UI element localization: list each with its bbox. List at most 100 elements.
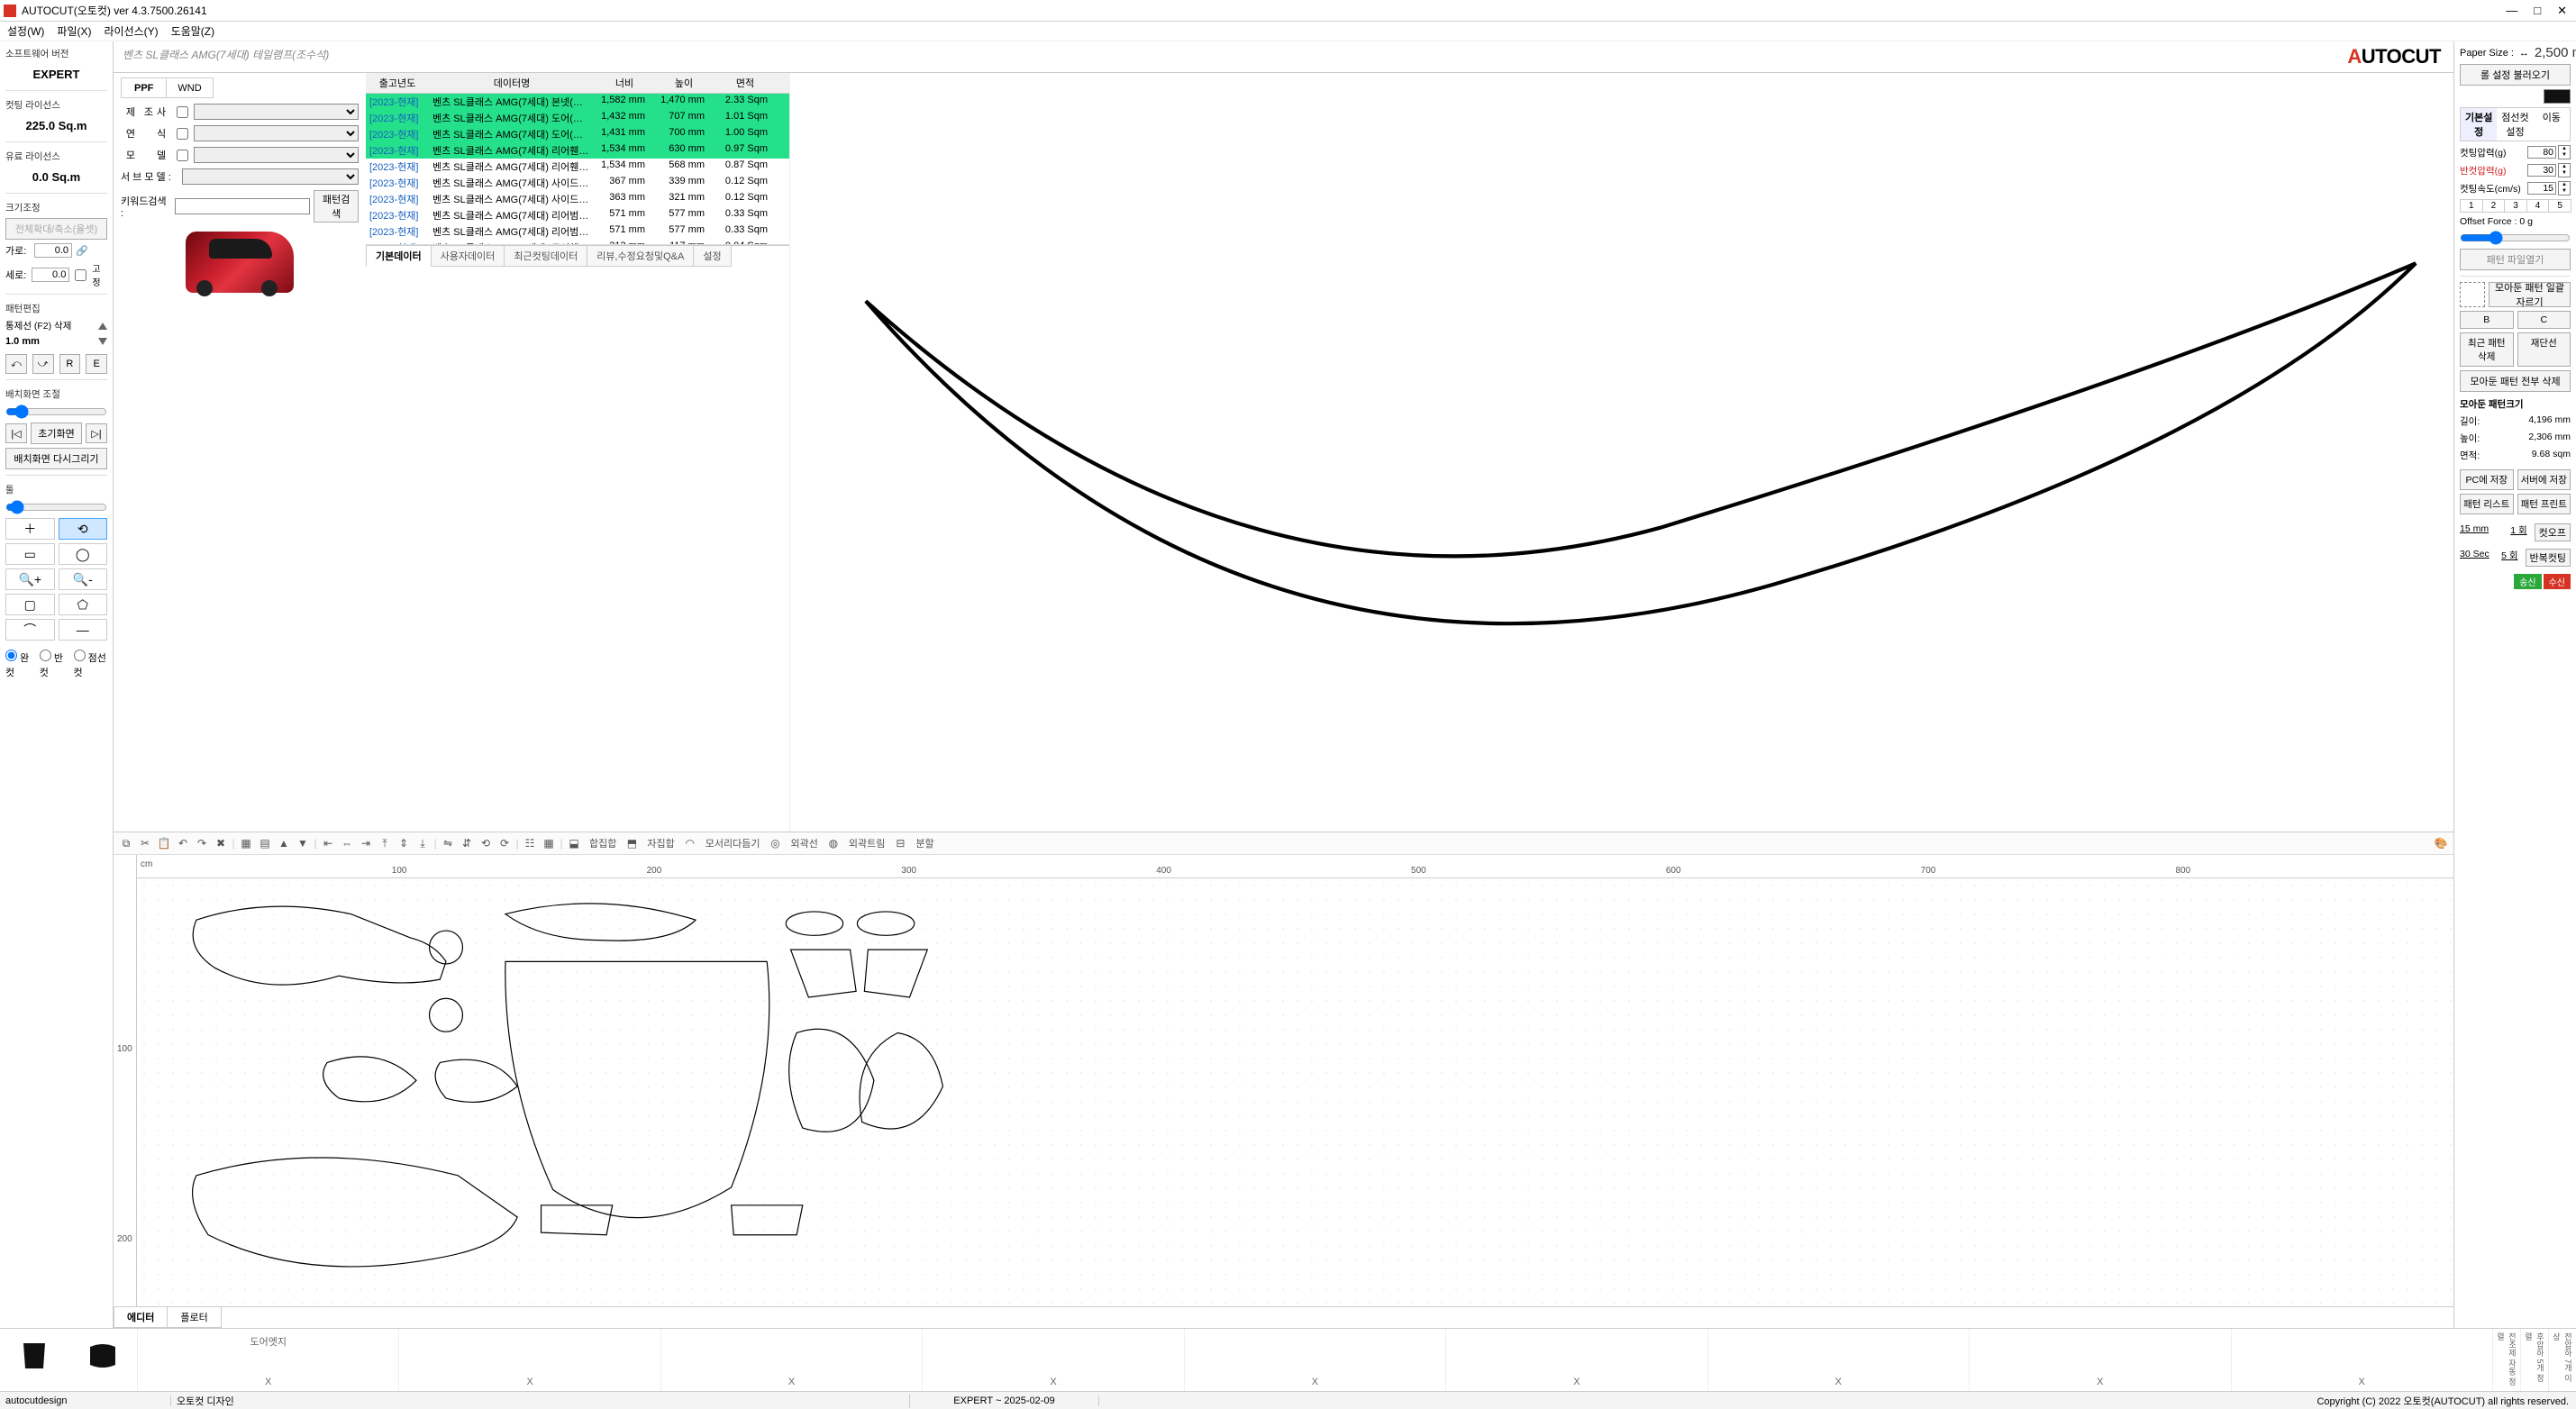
repeat-cut-button[interactable]: 반복컷팅 bbox=[2526, 549, 2571, 567]
delete-all-button[interactable]: 모아둔 패턴 전부 삭제 bbox=[2460, 370, 2571, 392]
tb-round-icon[interactable]: ◠ bbox=[681, 834, 699, 852]
tool-zoom-out[interactable]: 🔍- bbox=[59, 568, 108, 590]
server-save-button[interactable]: 서버에 저장 bbox=[2517, 469, 2571, 490]
cut-dot-radio[interactable]: 점선컷 bbox=[74, 650, 107, 679]
tb-alignb-icon[interactable]: ⤓ bbox=[414, 834, 432, 852]
pattern-list-button[interactable]: 패턴 리스트 bbox=[2460, 494, 2514, 514]
mm15-link[interactable]: 15 mm bbox=[2460, 523, 2510, 541]
tab-basic-setting[interactable]: 기본설정 bbox=[2461, 108, 2497, 141]
tb-alignl-icon[interactable]: ⇤ bbox=[319, 834, 337, 852]
tab-dot-setting[interactable]: 점선컷설정 bbox=[2497, 108, 2533, 141]
submodel-select[interactable] bbox=[182, 168, 359, 185]
tb-outline-label[interactable]: 외곽선 bbox=[785, 834, 823, 852]
tool-line[interactable]: ― bbox=[59, 619, 108, 641]
cut-full-radio[interactable]: 완 컷 bbox=[5, 650, 34, 679]
tb-cut-label[interactable]: 자집합 bbox=[642, 834, 679, 852]
bc-c-button[interactable]: C bbox=[2517, 311, 2571, 329]
tab-move-setting[interactable]: 이동 bbox=[2534, 108, 2570, 141]
tab-wnd[interactable]: WND bbox=[167, 77, 213, 98]
cut-speed-input[interactable] bbox=[2527, 182, 2556, 195]
tool-polygon[interactable]: ⬠ bbox=[59, 594, 108, 615]
menu-help[interactable]: 도움말(Z) bbox=[171, 23, 214, 39]
cut-half-radio[interactable]: 반 컷 bbox=[40, 650, 68, 679]
menu-settings[interactable]: 설정(W) bbox=[7, 23, 44, 39]
preset-1[interactable]: 1 bbox=[2460, 199, 2483, 213]
prev-view-button[interactable]: |◁ bbox=[5, 423, 27, 443]
maximize-button[interactable]: □ bbox=[2534, 4, 2541, 18]
r-button[interactable]: R bbox=[59, 354, 81, 374]
line-down-button[interactable] bbox=[98, 338, 107, 345]
preset-5[interactable]: 5 bbox=[2548, 199, 2571, 213]
tb-alignr-icon[interactable]: ⇥ bbox=[357, 834, 375, 852]
next-view-button[interactable]: ▷| bbox=[86, 423, 107, 443]
table-row[interactable]: [2023-현재]벤츠 SL클래스 AMG(7세대) 도어(조수석)1,432 … bbox=[366, 110, 789, 126]
tb-rotr-icon[interactable]: ⟳ bbox=[496, 834, 514, 852]
tb-outline2-icon[interactable]: ◍ bbox=[824, 834, 842, 852]
width-input[interactable] bbox=[34, 243, 72, 258]
preset-3[interactable]: 3 bbox=[2504, 199, 2527, 213]
table-row[interactable]: [2023-현재]벤츠 SL클래스 AMG(7세대) 리어휀다(운전석)1,53… bbox=[366, 159, 789, 175]
tb-round-label[interactable]: 모서리다듬기 bbox=[700, 834, 766, 852]
table-row[interactable]: [2023-현재]벤츠 SL클래스 AMG(7세대) 본넷(분할)1,582 m… bbox=[366, 94, 789, 110]
preset-4[interactable]: 4 bbox=[2526, 199, 2550, 213]
fix-checkbox[interactable] bbox=[75, 269, 86, 281]
tb-back-icon[interactable]: ▼ bbox=[294, 834, 312, 852]
undo-button[interactable]: ⤺ bbox=[5, 354, 27, 374]
tb-dist-icon[interactable]: ☷ bbox=[521, 834, 539, 852]
tool-roundrect[interactable]: ▢ bbox=[5, 594, 55, 615]
tb-split-icon[interactable]: ⊟ bbox=[891, 834, 909, 852]
tool-arc[interactable]: ⌒ bbox=[5, 619, 55, 641]
height-input[interactable] bbox=[32, 268, 69, 282]
tab-recent-cut[interactable]: 최근컷팅데이터 bbox=[504, 246, 587, 267]
tab-basic-data[interactable]: 기본데이터 bbox=[366, 246, 432, 267]
tab-user-data[interactable]: 사용자데이터 bbox=[431, 246, 505, 267]
tool-rect[interactable]: ▭ bbox=[5, 543, 55, 565]
arrange-slider[interactable] bbox=[5, 405, 107, 419]
year-select[interactable] bbox=[194, 125, 359, 141]
tb-palette-icon[interactable]: 🎨 bbox=[2432, 834, 2450, 852]
half-pressure-input[interactable] bbox=[2527, 164, 2556, 177]
init-view-button[interactable]: 초기화면 bbox=[31, 423, 82, 444]
tab-config[interactable]: 설정 bbox=[693, 246, 731, 267]
redo-button[interactable]: ⤻ bbox=[32, 354, 54, 374]
table-row[interactable]: [2023-현재]벤츠 SL클래스 AMG(7세대) 사이드미러(조수석)367… bbox=[366, 175, 789, 191]
tb-fliph-icon[interactable]: ⇋ bbox=[439, 834, 457, 852]
year-checkbox[interactable] bbox=[177, 128, 188, 140]
tab-ppf[interactable]: PPF bbox=[121, 77, 167, 98]
tool-slider[interactable] bbox=[5, 500, 107, 514]
preset-2[interactable]: 2 bbox=[2482, 199, 2506, 213]
bc-b-button[interactable]: B bbox=[2460, 311, 2514, 329]
table-row[interactable]: [2023-현재]벤츠 SL클래스 AMG(7세대) 도어(운전석)1,431 … bbox=[366, 126, 789, 142]
tb-outline2-label[interactable]: 외곽트림 bbox=[843, 834, 890, 852]
pattern-print-button[interactable]: 패턴 프린트 bbox=[2517, 494, 2571, 514]
line-up-button[interactable] bbox=[98, 323, 107, 330]
tool-zoom-in[interactable]: 🔍+ bbox=[5, 568, 55, 590]
menu-file[interactable]: 파일(X) bbox=[57, 23, 91, 39]
tool-circle[interactable]: ◯ bbox=[59, 543, 108, 565]
tb-undo-icon[interactable]: ↶ bbox=[174, 834, 192, 852]
tb-subtract-icon[interactable]: ⬒ bbox=[623, 834, 641, 852]
tb-alignm-icon[interactable]: ⇕ bbox=[395, 834, 413, 852]
tb-paste-icon[interactable]: 📋 bbox=[155, 834, 173, 852]
table-row[interactable]: [2023-현재]벤츠 SL클래스 AMG(7세대) 사이드미러(운전석)363… bbox=[366, 191, 789, 207]
open-pattern-button[interactable]: 패턴 파일열기 bbox=[2460, 249, 2571, 270]
maker-select[interactable] bbox=[194, 104, 359, 120]
tb-merge-icon[interactable]: ⬓ bbox=[565, 834, 583, 852]
cnt1-link[interactable]: 1 회 bbox=[2510, 523, 2526, 541]
cut-pressure-input[interactable] bbox=[2527, 146, 2556, 159]
tab-editor[interactable]: 에디터 bbox=[114, 1307, 168, 1328]
recent-delete-button[interactable]: 최근 패턴 삭제 bbox=[2460, 332, 2514, 367]
tb-merge-label[interactable]: 합집합 bbox=[584, 834, 622, 852]
table-row[interactable]: [2023-현재]벤츠 SL클래스 AMG(7세대) 리어휀다(조수석)1,53… bbox=[366, 142, 789, 159]
tb-split-label[interactable]: 분할 bbox=[910, 834, 939, 852]
model-select[interactable] bbox=[194, 147, 359, 163]
lock-icon[interactable]: 🔗 bbox=[76, 245, 88, 257]
tab-plotter[interactable]: 플로터 bbox=[167, 1307, 221, 1328]
cutline-button[interactable]: 재단선 bbox=[2517, 332, 2571, 367]
tb-ungroup-icon[interactable]: ▤ bbox=[256, 834, 274, 852]
cnt5-link[interactable]: 5 회 bbox=[2501, 549, 2517, 567]
editor-canvas[interactable] bbox=[137, 878, 2453, 1306]
tool-plus[interactable]: ＋ bbox=[5, 518, 55, 540]
batch-cut-button[interactable]: 모아둔 패턴 일괄자르기 bbox=[2489, 282, 2571, 307]
load-roll-button[interactable]: 롤 설정 불러오기 bbox=[2460, 64, 2571, 86]
